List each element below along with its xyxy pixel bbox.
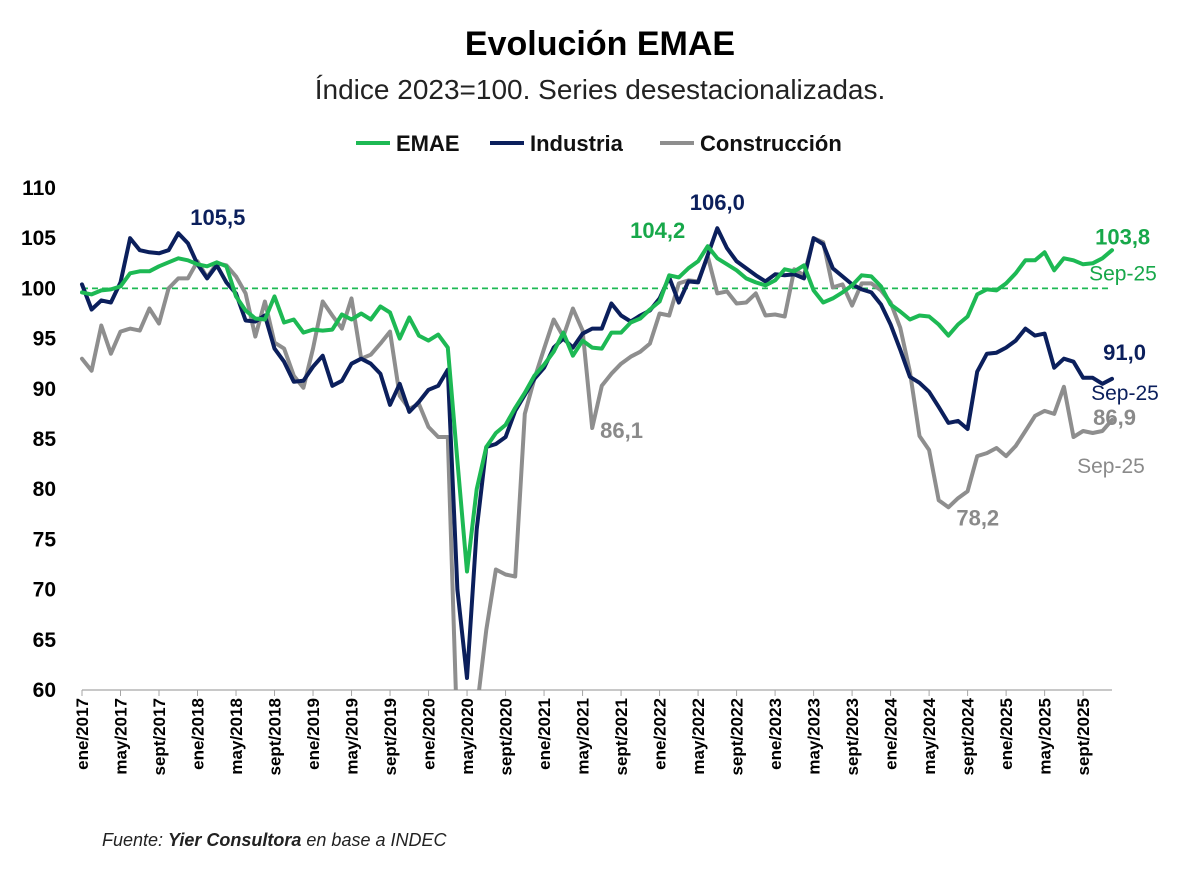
source-prefix: Fuente: (102, 830, 168, 850)
x-tick-label: may/2017 (112, 698, 131, 775)
x-tick-label: sept/2018 (266, 698, 285, 776)
x-tick-label: ene/2025 (997, 698, 1016, 770)
annotation-date-industria: Sep-25 (1091, 382, 1159, 405)
y-tick-label: 80 (33, 478, 56, 501)
annotation-date-emae: Sep-25 (1089, 262, 1157, 285)
y-axis: 60 65 70 75 80 85 90 95 100 105 110 (21, 177, 56, 702)
series-line-industria (80, 226, 1114, 680)
x-tick-label: may/2024 (920, 697, 939, 774)
x-tick-label: sept/2021 (612, 698, 631, 776)
legend-label-industria: Industria (530, 131, 624, 156)
x-tick-label: may/2020 (458, 698, 477, 775)
legend: EMAE Industria Construcción (356, 131, 842, 156)
x-tick-label: ene/2020 (420, 698, 439, 770)
series-line-construccion (80, 236, 1114, 690)
y-tick-label: 70 (33, 579, 56, 602)
y-tick-label: 110 (22, 177, 56, 200)
chart-title: Evolución EMAE (465, 25, 735, 63)
x-tick-label: may/2018 (227, 698, 246, 775)
x-tick-label: ene/2019 (304, 698, 323, 770)
y-tick-label: 95 (33, 328, 57, 351)
x-tick-label: ene/2024 (882, 697, 901, 769)
series-line-emae (80, 244, 1114, 574)
source-bold: Yier Consultora (168, 830, 301, 850)
x-tick-label: sept/2017 (150, 698, 169, 776)
x-tick-label: ene/2023 (766, 698, 785, 770)
y-tick-label: 65 (33, 629, 57, 652)
legend-label-construccion: Construcción (700, 131, 842, 156)
x-tick-label: sept/2019 (381, 698, 400, 776)
x-tick-label: sept/2025 (1074, 698, 1093, 776)
x-tick-label: sept/2023 (843, 698, 862, 776)
annotation-value-78-2: 78,2 (956, 505, 999, 530)
annotation-value-106-0: 106,0 (690, 190, 745, 215)
x-tick-label: ene/2021 (535, 698, 554, 770)
annotation-value-103-8: 103,8 (1095, 224, 1150, 249)
x-tick-label: may/2023 (805, 698, 824, 775)
legend-label-emae: EMAE (396, 131, 460, 156)
y-tick-label: 105 (21, 227, 56, 250)
x-tick-label: may/2022 (689, 698, 708, 775)
source-note: Fuente: Yier Consultora en base a INDEC (102, 830, 447, 850)
x-tick-label: ene/2018 (189, 698, 208, 770)
x-tick-label: ene/2022 (651, 698, 670, 770)
y-tick-label: 60 (33, 679, 56, 702)
x-axis: ene/2017 may/2017 sept/2017 ene/2018 may/201… (73, 689, 1112, 776)
annotation-value-91-0: 91,0 (1103, 340, 1146, 365)
source-suffix: en base a INDEC (301, 830, 447, 850)
annotation-value-86-9: 86,9 (1093, 405, 1136, 430)
x-tick-label: may/2025 (1036, 698, 1055, 775)
x-tick-label: ene/2017 (73, 698, 92, 770)
series-layer (80, 226, 1114, 690)
x-tick-label: sept/2020 (497, 698, 516, 776)
y-tick-label: 75 (33, 528, 57, 551)
annotation-value-86-1: 86,1 (600, 418, 643, 443)
y-tick-label: 90 (33, 378, 56, 401)
x-tick-label: may/2021 (574, 698, 593, 775)
x-tick-label: may/2019 (343, 698, 362, 775)
annotation-value-104-2: 104,2 (630, 218, 685, 243)
y-tick-label: 100 (21, 277, 56, 300)
x-tick-label: sept/2022 (728, 698, 747, 776)
annotation-date-construccion: Sep-25 (1077, 455, 1145, 478)
y-tick-label: 85 (33, 428, 57, 451)
x-tick-label: sept/2024 (959, 697, 978, 775)
annotation-value-105-5: 105,5 (190, 205, 245, 230)
chart-subtitle: Índice 2023=100. Series desestacionaliza… (315, 74, 886, 105)
